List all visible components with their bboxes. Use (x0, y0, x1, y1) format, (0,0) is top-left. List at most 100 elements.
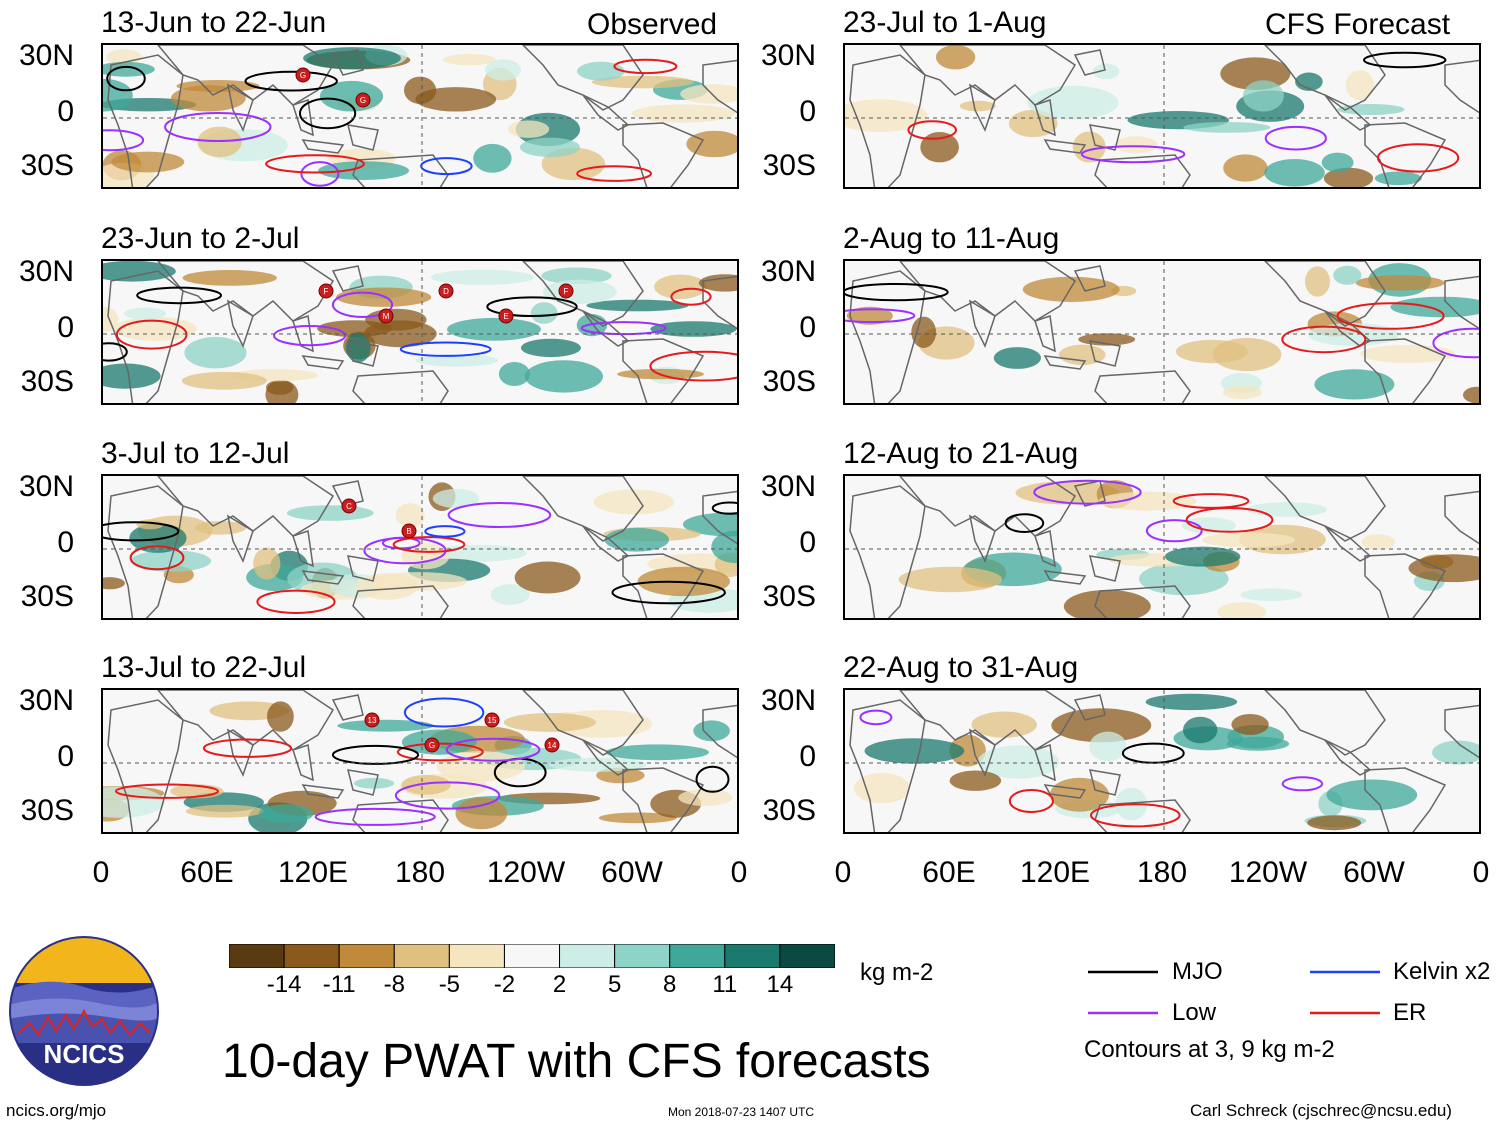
pwat-anomaly-blob (1374, 171, 1422, 186)
lon-label-3: 120E (1019, 856, 1091, 889)
pwat-anomaly-blob (1323, 167, 1374, 187)
left-lat-label-4-3: 30S (20, 794, 74, 827)
left-lat-label-1-1: 30N (18, 39, 74, 72)
lon-label-4: 180 (1136, 856, 1188, 889)
colorbar-swatch (393, 943, 450, 969)
forecast-panel-title-4: 22-Aug to 31-Aug (843, 651, 1079, 684)
pwat-anomaly-blob (182, 270, 277, 286)
pwat-anomaly-blob (977, 745, 1059, 779)
continent-outline (107, 54, 184, 187)
continent-outline (1073, 480, 1106, 507)
colorbar-swatch (614, 943, 671, 969)
pwat-anomaly-blob (1223, 154, 1268, 182)
contour-line (1281, 325, 1367, 354)
svg-text:B: B (406, 527, 411, 536)
pwat-anomaly-blob (586, 299, 689, 312)
pwat-anomaly-blob (1183, 716, 1218, 744)
svg-text:M: M (383, 312, 390, 321)
continent-outline (521, 690, 644, 756)
continent-outline (1364, 338, 1447, 403)
contour-line (106, 65, 146, 92)
pwat-anomaly-blob (473, 143, 512, 173)
colorbar-swatch (338, 943, 395, 969)
continent-outline (1034, 530, 1056, 568)
logo-text: NCICS (44, 1039, 125, 1069)
right-lat-label-2-1: 30N (760, 255, 816, 288)
pwat-anomaly-blob (415, 354, 499, 367)
pwat-anomaly-blob (1165, 546, 1241, 567)
pwat-anomaly-blob (503, 713, 596, 732)
contour-line (399, 341, 492, 357)
contour-line (445, 737, 541, 762)
continent-outline (1444, 490, 1479, 545)
right-lat-label-3-2: 0 (799, 526, 816, 559)
pwat-anomaly-blob (920, 132, 959, 163)
colorbar-tick-label: 5 (607, 971, 622, 998)
continent-outline (331, 694, 364, 721)
svg-text:C: C (346, 502, 352, 511)
pwat-anomaly-blob (845, 99, 928, 132)
pwat-anomaly-blob (1326, 779, 1418, 811)
contour-line (1264, 125, 1327, 151)
storm-marker: G (295, 67, 311, 83)
continent-outline (1094, 585, 1191, 618)
contour-line (859, 709, 893, 726)
pwat-anomaly-blob (1321, 152, 1354, 173)
right-lat-label-1-3: 30S (762, 149, 816, 182)
continent-outline (1043, 355, 1087, 370)
pwat-anomaly-blob (593, 489, 675, 515)
storm-marker: B (401, 523, 417, 539)
pwat-anomaly-blob (265, 380, 299, 403)
svg-text:F: F (324, 287, 329, 296)
pwat-anomaly-blob (530, 302, 558, 324)
contour-line (314, 807, 436, 826)
continent-outline (226, 83, 254, 132)
continent-outline (1088, 769, 1121, 796)
pwat-anomaly-blob (864, 738, 965, 764)
pwat-anomaly-blob (103, 786, 165, 818)
pwat-anomaly-blob (1226, 736, 1290, 751)
contour-line (447, 502, 552, 528)
continent-outline (1263, 261, 1386, 327)
left-lat-label-1-2: 0 (57, 95, 74, 128)
lon-label-2: 60E (922, 856, 976, 889)
pwat-anomaly-blob (286, 505, 374, 521)
left-lat-label-3-3: 30S (20, 580, 74, 613)
pwat-anomaly-blob (1183, 122, 1271, 133)
continent-outline (1094, 154, 1191, 187)
continent-outline (1073, 49, 1106, 76)
colorbar (228, 943, 836, 973)
website-link[interactable]: ncics.org/mjo (6, 1101, 107, 1120)
pwat-anomaly-blob (103, 306, 119, 333)
pwat-anomaly-blob (401, 774, 451, 795)
author-credit: Carl Schreck (cjschrec@ncsu.edu) (1190, 1101, 1452, 1120)
pwat-anomaly-blob (1333, 265, 1362, 285)
pwat-anomaly-blob (124, 307, 167, 320)
pwat-anomaly-blob (524, 360, 603, 393)
continent-outline (1043, 784, 1087, 799)
pwat-anomaly-blob (1175, 339, 1249, 364)
pwat-anomaly-blob (1223, 385, 1262, 400)
pwat-anomaly-blob (1463, 386, 1479, 403)
continent-outline (968, 514, 996, 563)
pwat-anomaly-blob (1242, 80, 1284, 112)
continent-outline (1444, 704, 1479, 759)
lon-label-6: 60W (601, 856, 663, 889)
storm-marker: G (424, 737, 440, 753)
pwat-anomaly-blob (1181, 517, 1236, 534)
pwat-anomaly-blob (591, 75, 694, 89)
right-map-panel-4 (843, 688, 1481, 834)
pwat-anomaly-blob (507, 120, 550, 138)
contour-line (907, 120, 957, 140)
continent-outline (346, 769, 379, 796)
pwat-anomaly-blob (103, 577, 125, 590)
contour-line (202, 738, 293, 758)
continent-outline (352, 154, 449, 187)
continent-outline (521, 45, 644, 111)
lon-label-1: 0 (834, 856, 852, 889)
svg-text:15: 15 (488, 716, 497, 725)
continent-outline (226, 728, 254, 777)
continent-outline (1088, 124, 1121, 151)
contour-line (1004, 513, 1045, 533)
pwat-anomaly-blob (455, 797, 508, 830)
